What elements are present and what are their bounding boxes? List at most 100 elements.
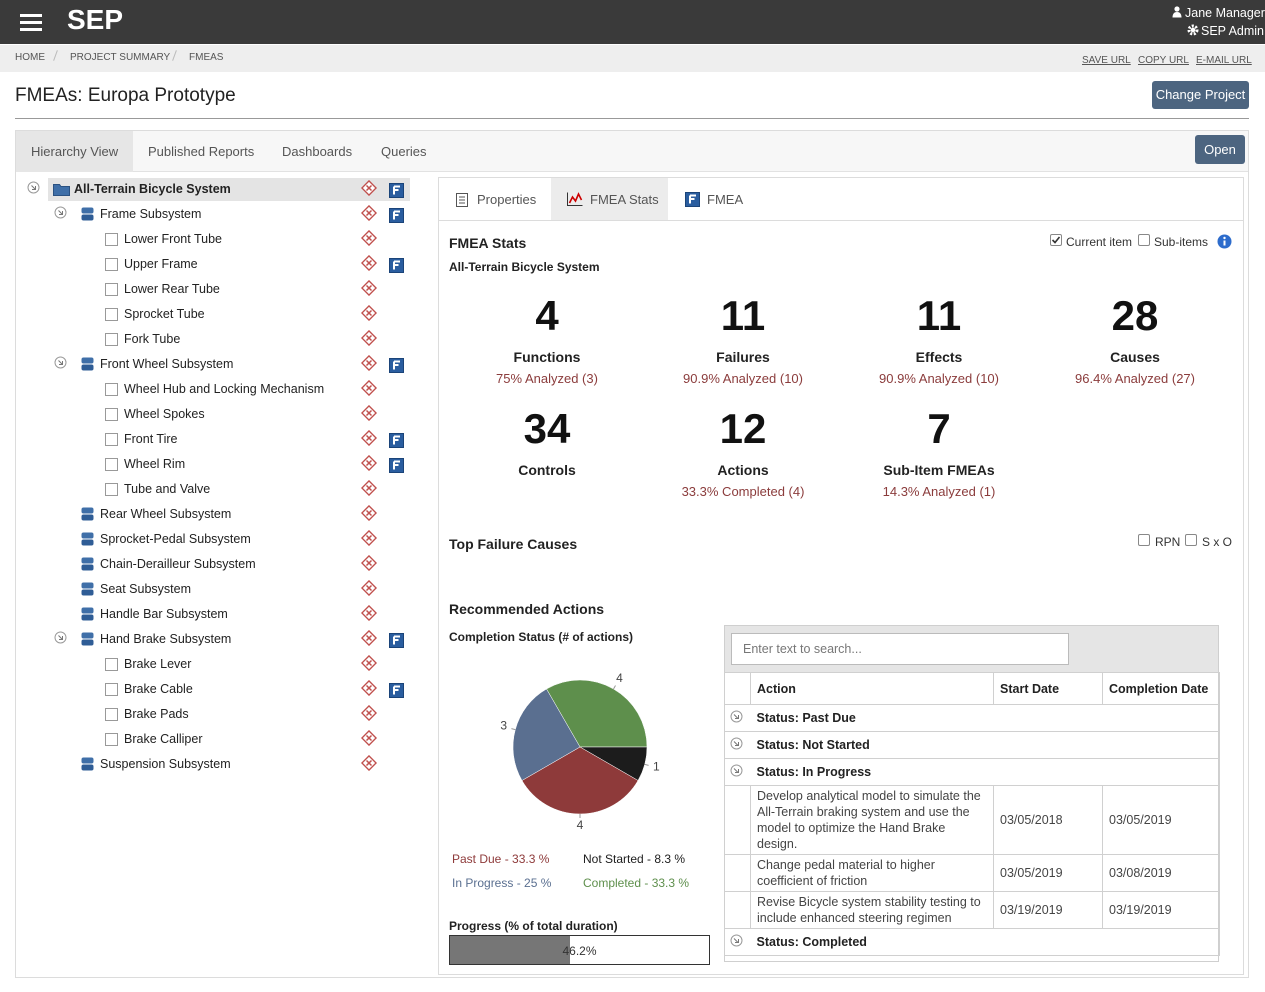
stats-option[interactable]: Current item [1066, 235, 1133, 249]
search-input[interactable]: Enter text to search... [731, 633, 1069, 665]
tree-node[interactable]: Lower Rear Tube [124, 282, 220, 296]
pie-slice[interactable] [546, 679, 648, 748]
group-toggle-cell[interactable] [724, 704, 751, 732]
breadcrumb-link: FMEAS [189, 52, 224, 63]
tab[interactable]: Queries [381, 144, 427, 159]
group-row: Status: Not Started [724, 731, 1220, 759]
tree-node[interactable]: Brake Calliper [124, 732, 203, 746]
slice-leader [511, 728, 516, 731]
tree-node[interactable]: Tube and Valve [124, 482, 211, 496]
group-toggle-cell[interactable] [724, 928, 751, 956]
detail-tab-active [551, 178, 668, 220]
delete-icon [361, 330, 377, 346]
slice-label: 3 [500, 719, 507, 733]
legend-entry[interactable]: Completed - 33.3 % [583, 876, 690, 890]
group-toggle-cell[interactable] [724, 758, 751, 786]
detail-tab[interactable]: Properties [477, 192, 537, 207]
tab[interactable]: Hierarchy View [31, 144, 119, 159]
url-action[interactable]: E-MAIL URL [1196, 55, 1252, 66]
legend-entry[interactable]: Past Due - 33.3 % [452, 852, 550, 866]
tree-node[interactable]: Wheel Spokes [124, 407, 205, 421]
delete-icon [361, 630, 377, 646]
stat-note: 96.4% Analyzed (27) [1075, 371, 1195, 386]
action-cell: Revise Bicycle system stability testing … [750, 891, 994, 929]
stat-label: Functions [513, 349, 581, 365]
delete-icon [361, 255, 377, 271]
tree-node[interactable]: Suspension Subsystem [100, 757, 231, 771]
detail-tab[interactable]: FMEA [707, 192, 744, 207]
stat-note: 75% Analyzed (3) [496, 371, 598, 386]
tree-node[interactable]: Hand Brake Subsystem [100, 632, 232, 646]
checkbox [1138, 234, 1150, 246]
pie-slice[interactable] [512, 688, 581, 781]
subsystem-icon [81, 507, 94, 521]
column-header[interactable]: Start Date [993, 672, 1103, 705]
breadcrumb-link[interactable]: PROJECT SUMMARY [70, 52, 171, 63]
tree-node[interactable]: Fork Tube [124, 332, 181, 346]
tab[interactable]: Published Reports [148, 144, 255, 159]
tree-node[interactable]: Brake Cable [124, 682, 193, 696]
delete-icon [361, 280, 377, 296]
stats-option[interactable]: Sub-items [1154, 235, 1209, 249]
column-header[interactable]: Completion Date [1102, 672, 1220, 705]
subsystem-icon [81, 757, 94, 771]
detail-tab[interactable]: FMEA Stats [590, 192, 659, 207]
change-project-button[interactable]: Change Project [1152, 81, 1249, 109]
tree-node[interactable]: Brake Pads [124, 707, 189, 721]
menu-icon[interactable] [20, 28, 42, 31]
tree-node[interactable]: Wheel Hub and Locking Mechanism [124, 382, 325, 396]
tree-node[interactable]: Front Tire [124, 432, 178, 446]
tree-node[interactable]: Frame Subsystem [100, 207, 202, 221]
group-toggle-cell[interactable] [724, 731, 751, 759]
expand-toggle [27, 181, 40, 194]
tree-node[interactable]: Upper Frame [124, 257, 198, 271]
group-status: Status: Not Started [750, 731, 1220, 759]
column-header[interactable]: Action [750, 672, 994, 705]
tree-node[interactable]: Handle Bar Subsystem [100, 607, 228, 621]
group-toggle[interactable] [730, 710, 743, 723]
tree-node[interactable]: Seat Subsystem [100, 582, 192, 596]
legend-entry[interactable]: In Progress - 25 % [452, 876, 552, 890]
tree-node[interactable]: All-Terrain Bicycle System [74, 182, 231, 196]
delete-icon [361, 455, 377, 471]
group-toggle[interactable] [730, 737, 743, 750]
progress-title: Progress (% of total duration) [449, 919, 618, 933]
url-action[interactable]: COPY URL [1138, 55, 1189, 66]
tree-node[interactable]: Front Wheel Subsystem [100, 357, 234, 371]
tree-node[interactable]: Wheel Rim [124, 457, 186, 471]
item-icon [105, 408, 118, 421]
user-name: Jane Manager [1185, 6, 1265, 20]
stat-label: Effects [915, 349, 963, 365]
properties-icon [456, 193, 468, 207]
url-action[interactable]: SAVE URL [1082, 55, 1131, 66]
tab-bar [16, 131, 1248, 172]
delete-icon [361, 430, 377, 446]
subsystem-icon [81, 532, 94, 546]
tree-node[interactable]: Sprocket-Pedal Subsystem [100, 532, 251, 546]
pie-slice[interactable] [521, 746, 639, 815]
tree-node[interactable]: Rear Wheel Subsystem [100, 507, 232, 521]
tree-node[interactable]: Sprocket Tube [124, 307, 205, 321]
tree-node[interactable]: Lower Front Tube [124, 232, 222, 246]
group-status: Status: In Progress [750, 758, 1220, 786]
cause-option[interactable]: RPN [1155, 535, 1181, 549]
delete-icon [361, 605, 377, 621]
user-icon [1172, 6, 1182, 18]
date-cell: 03/05/2018 [993, 785, 1103, 855]
open-button[interactable]: Open [1195, 135, 1245, 164]
tree-node[interactable]: Chain-Derailleur Subsystem [100, 557, 256, 571]
subsystem-icon [81, 582, 94, 596]
breadcrumb-link[interactable]: HOME [15, 52, 45, 63]
stat-value: 34 [523, 405, 571, 452]
legend-entry[interactable]: Not Started - 8.3 % [583, 852, 686, 866]
cause-option[interactable]: S x O [1202, 535, 1233, 549]
menu-icon[interactable] [20, 14, 42, 17]
group-toggle[interactable] [730, 764, 743, 777]
tree-node[interactable]: Brake Lever [124, 657, 192, 671]
group-toggle[interactable] [730, 934, 743, 947]
page-title: FMEAs: Europa Prototype [15, 85, 236, 106]
tab[interactable]: Dashboards [282, 144, 353, 159]
menu-icon[interactable] [20, 21, 42, 24]
group-status: Status: Completed [750, 928, 1220, 956]
delete-icon [361, 530, 377, 546]
